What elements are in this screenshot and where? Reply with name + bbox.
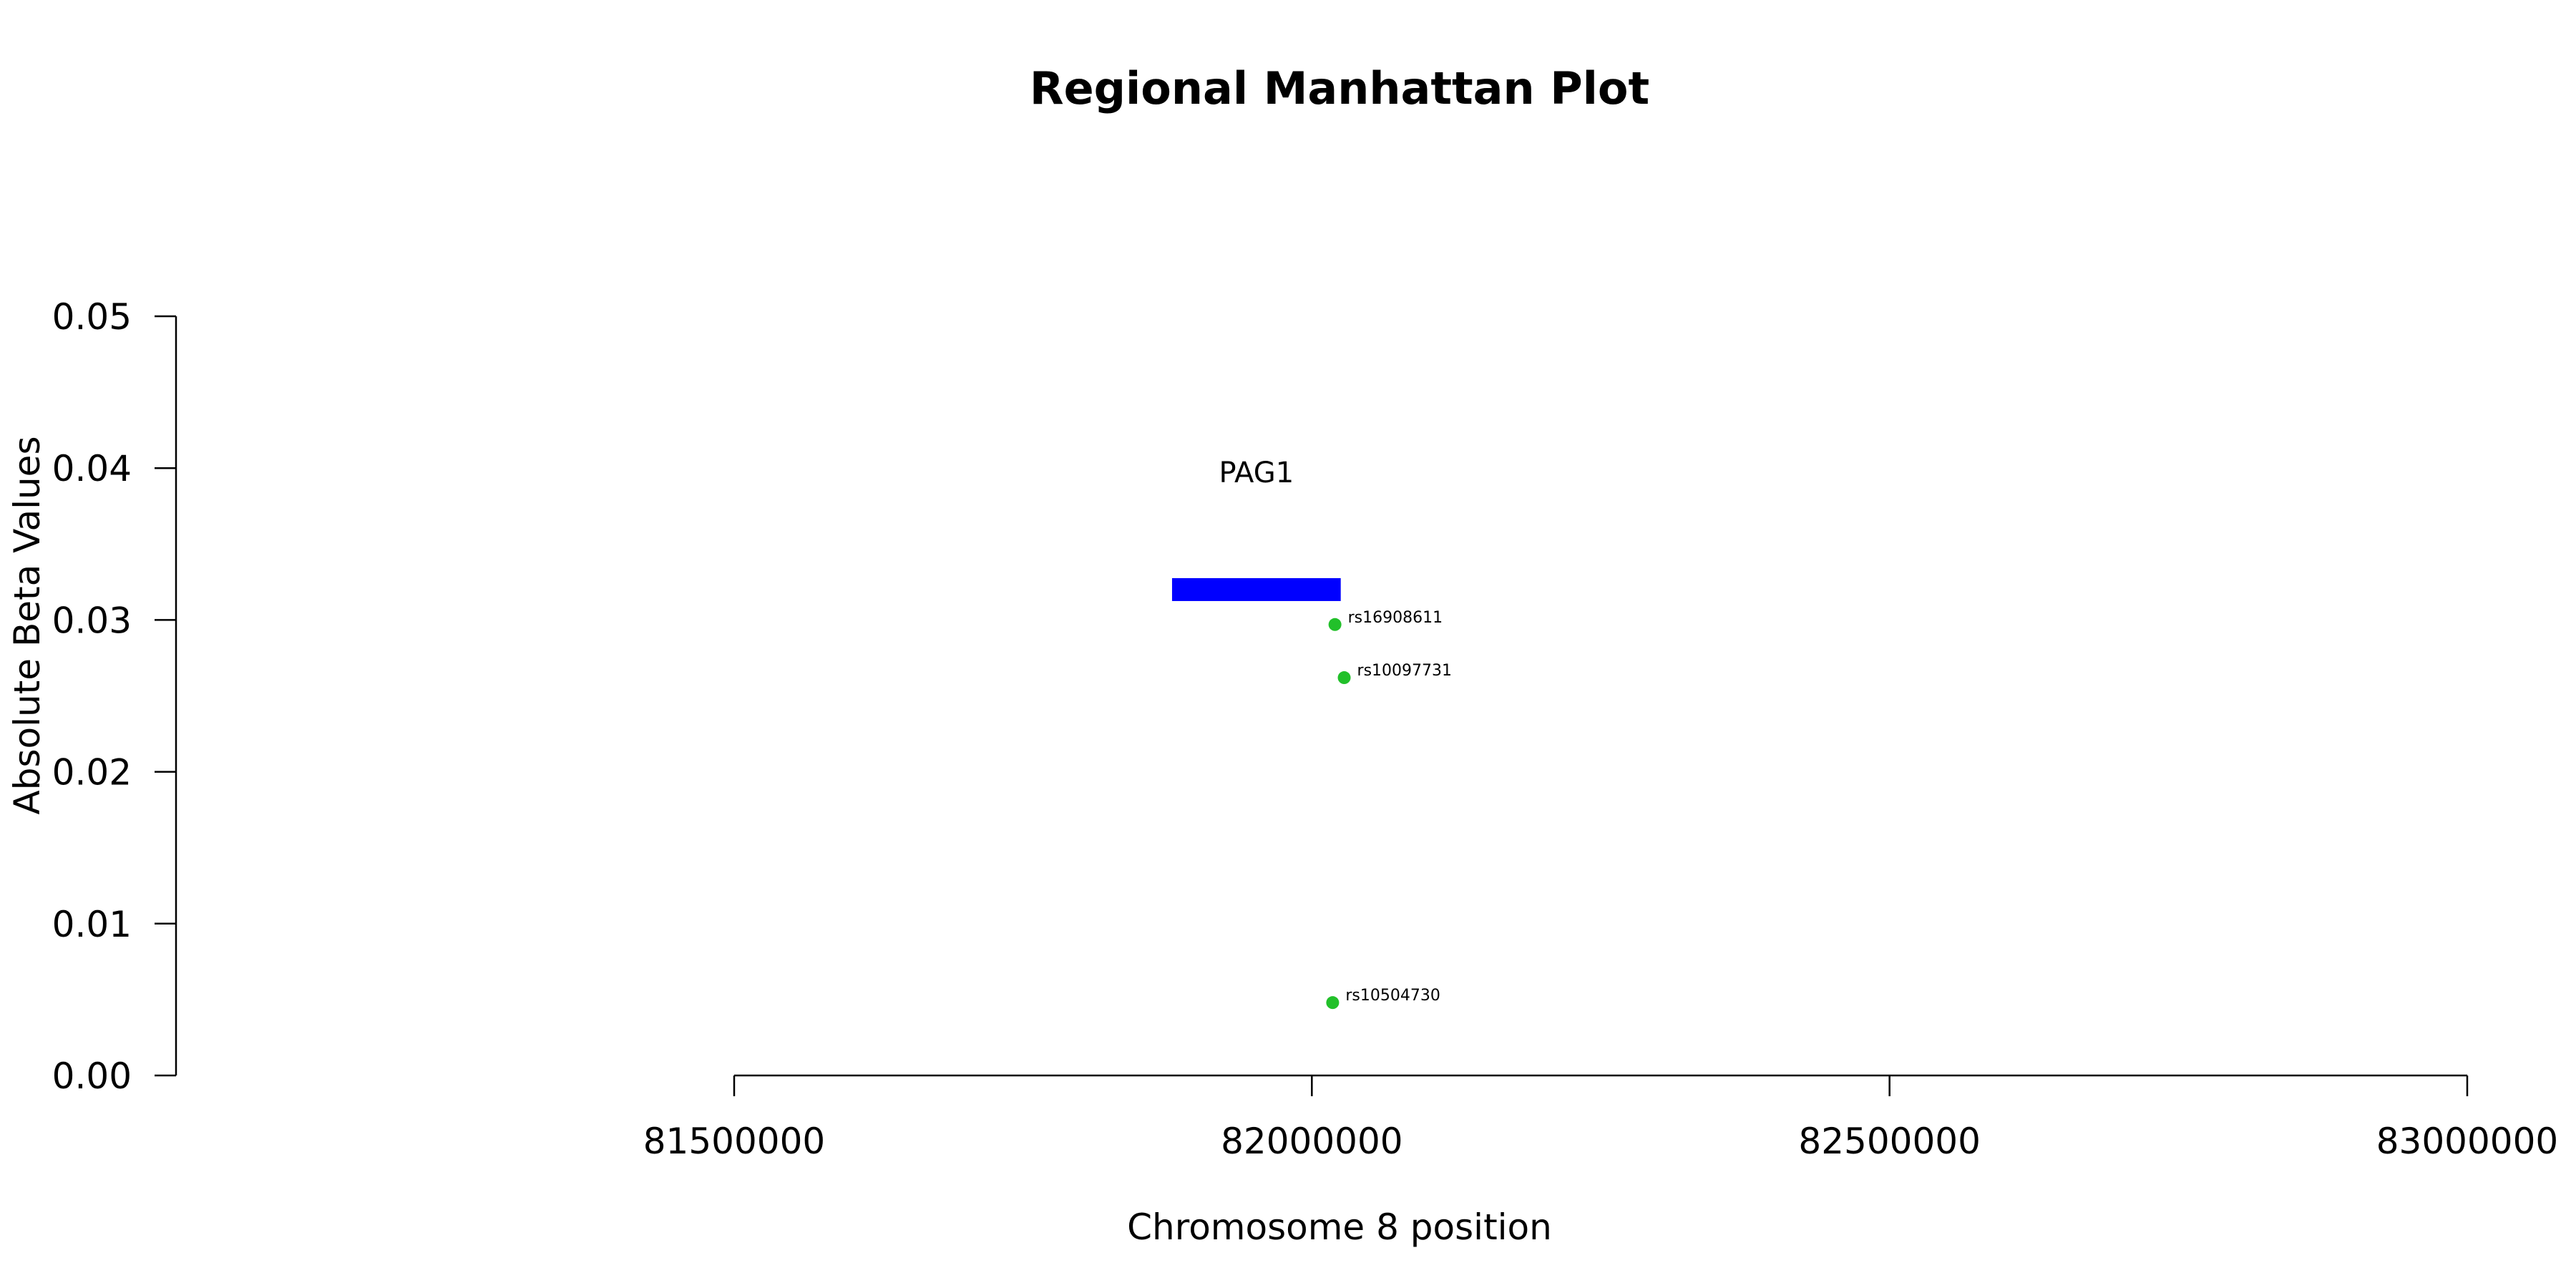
y-tick-label: 0.03: [52, 600, 132, 641]
snp-label: rs16908611: [1348, 609, 1443, 627]
snp-points: rs16908611 rs10097731 rs10504730: [1326, 609, 1452, 1010]
x-tick-label: 82000000: [1221, 1121, 1403, 1162]
y-tick-label: 0.04: [52, 448, 132, 489]
x-tick-label: 82500000: [1798, 1121, 1981, 1162]
x-tick-label: 81500000: [643, 1121, 826, 1162]
snp-point: [1337, 671, 1351, 685]
snp-point: [1328, 618, 1342, 631]
chart-title: Regional Manhattan Plot: [1030, 62, 1649, 114]
snp-label: rs10504730: [1345, 987, 1440, 1005]
y-tick-label: 0.00: [52, 1055, 132, 1097]
x-tick-label: 83000000: [2376, 1121, 2559, 1162]
x-axis-ticks: 81500000 82000000 82500000 83000000: [643, 1075, 2559, 1162]
y-tick-label: 0.05: [52, 296, 132, 338]
snp-point: [1326, 996, 1340, 1010]
y-tick-label: 0.02: [52, 752, 132, 794]
y-axis-label: Absolute Beta Values: [6, 436, 48, 815]
y-axis-ticks: 0.00 0.01 0.02 0.03 0.04 0.05: [52, 296, 176, 1097]
snp-label: rs10097731: [1357, 662, 1452, 680]
gene-label: PAG1: [1219, 457, 1294, 489]
gene-bar: [1171, 577, 1341, 601]
y-tick-label: 0.01: [52, 904, 132, 945]
x-axis-label: Chromosome 8 position: [1127, 1206, 1552, 1248]
gene-track: PAG1: [1171, 457, 1341, 601]
